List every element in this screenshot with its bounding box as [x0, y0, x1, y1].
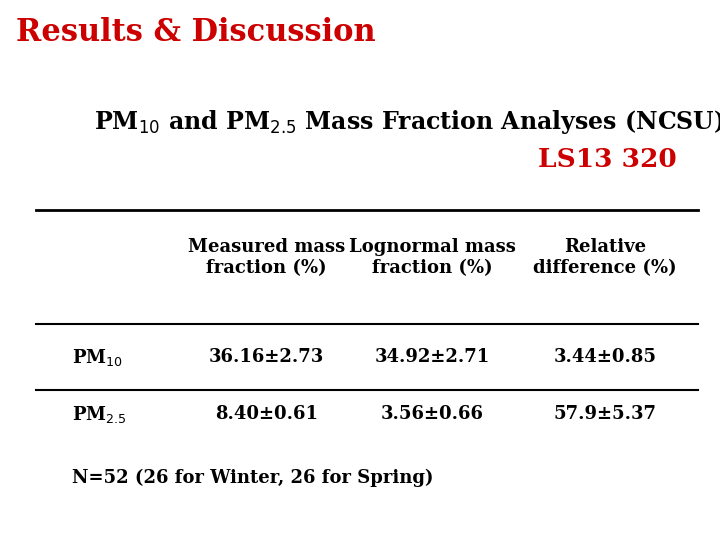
Text: Results & Discussion: Results & Discussion [16, 17, 375, 49]
Text: 57.9±5.37: 57.9±5.37 [553, 405, 657, 423]
Text: 36.16±2.73: 36.16±2.73 [209, 348, 324, 366]
Text: N=52 (26 for Winter, 26 for Spring): N=52 (26 for Winter, 26 for Spring) [72, 469, 433, 487]
Text: Lognormal mass
fraction (%): Lognormal mass fraction (%) [348, 238, 516, 276]
Text: Measured mass
fraction (%): Measured mass fraction (%) [188, 238, 345, 276]
Text: PM$_{10}$ and PM$_{2.5}$ Mass Fraction Analyses (NCSU): PM$_{10}$ and PM$_{2.5}$ Mass Fraction A… [94, 108, 720, 136]
Text: 8.40±0.61: 8.40±0.61 [215, 405, 318, 423]
Text: Relative
difference (%): Relative difference (%) [533, 238, 677, 276]
Text: PM$_{2.5}$: PM$_{2.5}$ [72, 403, 127, 424]
Text: 3.44±0.85: 3.44±0.85 [553, 348, 657, 366]
Text: PM$_{10}$: PM$_{10}$ [72, 347, 123, 368]
Text: 34.92±2.71: 34.92±2.71 [374, 348, 490, 366]
Text: LS13 320: LS13 320 [538, 147, 677, 172]
Text: 3.56±0.66: 3.56±0.66 [380, 405, 484, 423]
